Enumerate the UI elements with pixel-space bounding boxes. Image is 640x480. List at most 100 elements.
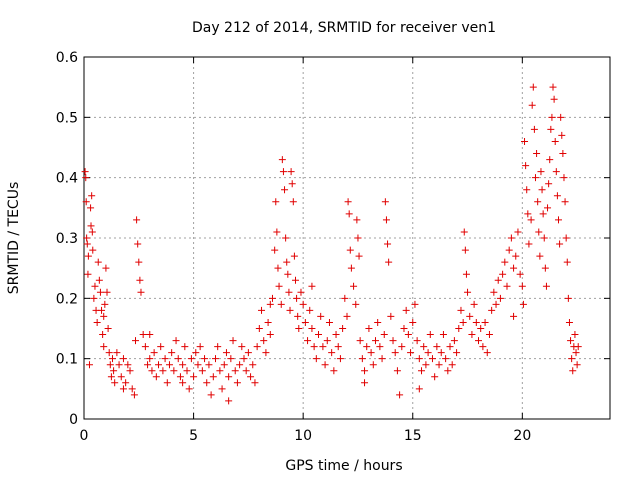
data-point <box>396 391 404 399</box>
data-point <box>393 367 401 375</box>
data-point <box>260 337 268 345</box>
data-point <box>83 234 91 242</box>
data-point <box>174 355 182 363</box>
x-axis-label: GPS time / hours <box>285 458 402 474</box>
data-point <box>562 234 570 242</box>
data-point <box>113 349 121 357</box>
data-point <box>553 192 561 200</box>
data-point <box>433 343 441 351</box>
data-point <box>343 312 351 320</box>
data-point <box>551 137 559 145</box>
data-point <box>274 264 282 272</box>
data-point <box>516 270 524 278</box>
data-point <box>346 246 354 254</box>
data-point <box>225 373 233 381</box>
data-point <box>179 361 187 369</box>
data-point <box>285 288 293 296</box>
data-point <box>233 379 241 387</box>
data-point <box>332 331 340 339</box>
data-point <box>573 361 581 369</box>
data-point <box>567 337 575 345</box>
data-point <box>231 367 239 375</box>
data-point <box>572 349 580 357</box>
data-point <box>168 349 176 357</box>
data-point <box>238 343 246 351</box>
data-point <box>201 355 209 363</box>
y-tick-label: 0.6 <box>56 50 78 66</box>
data-point <box>466 312 474 320</box>
data-point <box>288 180 296 188</box>
data-point <box>159 367 167 375</box>
data-point <box>569 367 577 375</box>
data-point <box>308 325 316 332</box>
data-point <box>402 306 410 314</box>
data-point <box>501 258 509 266</box>
data-point <box>183 367 191 375</box>
y-tick-label: 0.4 <box>56 171 78 187</box>
data-point <box>179 379 187 387</box>
data-point <box>284 270 292 278</box>
data-point <box>194 361 202 369</box>
plot-frame <box>83 56 611 420</box>
data-point <box>411 300 419 308</box>
data-point <box>187 355 195 363</box>
data-point <box>88 192 96 200</box>
data-point <box>294 312 302 320</box>
data-point <box>470 300 478 308</box>
data-point <box>81 168 89 176</box>
data-point <box>431 373 439 381</box>
y-tick-label: 0.3 <box>56 231 78 247</box>
data-point <box>541 264 549 272</box>
data-point <box>117 373 125 381</box>
data-point <box>308 282 316 290</box>
data-point <box>146 355 154 363</box>
data-point <box>144 361 152 369</box>
data-point <box>325 318 333 326</box>
data-point <box>561 198 569 206</box>
data-point <box>225 397 233 405</box>
data-point <box>287 168 295 176</box>
data-point <box>279 168 287 176</box>
data-point <box>99 331 107 339</box>
data-point <box>564 294 572 302</box>
data-point <box>535 228 543 236</box>
data-point <box>533 150 541 158</box>
data-point <box>119 355 127 363</box>
data-point <box>266 331 274 339</box>
data-point <box>91 282 99 290</box>
data-point <box>503 282 511 290</box>
data-point <box>524 210 532 218</box>
data-point <box>369 361 377 369</box>
data-point <box>507 234 515 242</box>
data-point <box>262 349 270 357</box>
data-point <box>387 312 395 320</box>
data-point <box>229 337 237 345</box>
data-point <box>376 343 384 351</box>
data-point <box>84 252 92 260</box>
x-tick-label: 15 <box>404 428 422 444</box>
data-point <box>354 234 362 242</box>
data-point <box>483 349 491 357</box>
data-point <box>353 216 361 224</box>
data-point <box>549 83 557 91</box>
data-point <box>510 312 518 320</box>
data-point <box>574 343 582 351</box>
data-point <box>424 349 432 357</box>
x-axis: 0 5 10 15 20 <box>80 57 531 444</box>
data-point <box>422 361 430 369</box>
data-point <box>542 282 550 290</box>
data-point <box>90 294 98 302</box>
data-point <box>139 331 147 339</box>
data-point <box>268 294 276 302</box>
data-point <box>165 361 173 369</box>
data-point <box>328 349 336 357</box>
data-point <box>203 379 211 387</box>
data-point <box>304 337 312 345</box>
data-point <box>212 355 219 363</box>
data-point <box>568 355 576 363</box>
data-point <box>321 361 329 369</box>
data-point <box>336 355 344 363</box>
data-point <box>380 331 388 339</box>
data-point <box>529 83 537 91</box>
data-point <box>481 318 489 326</box>
